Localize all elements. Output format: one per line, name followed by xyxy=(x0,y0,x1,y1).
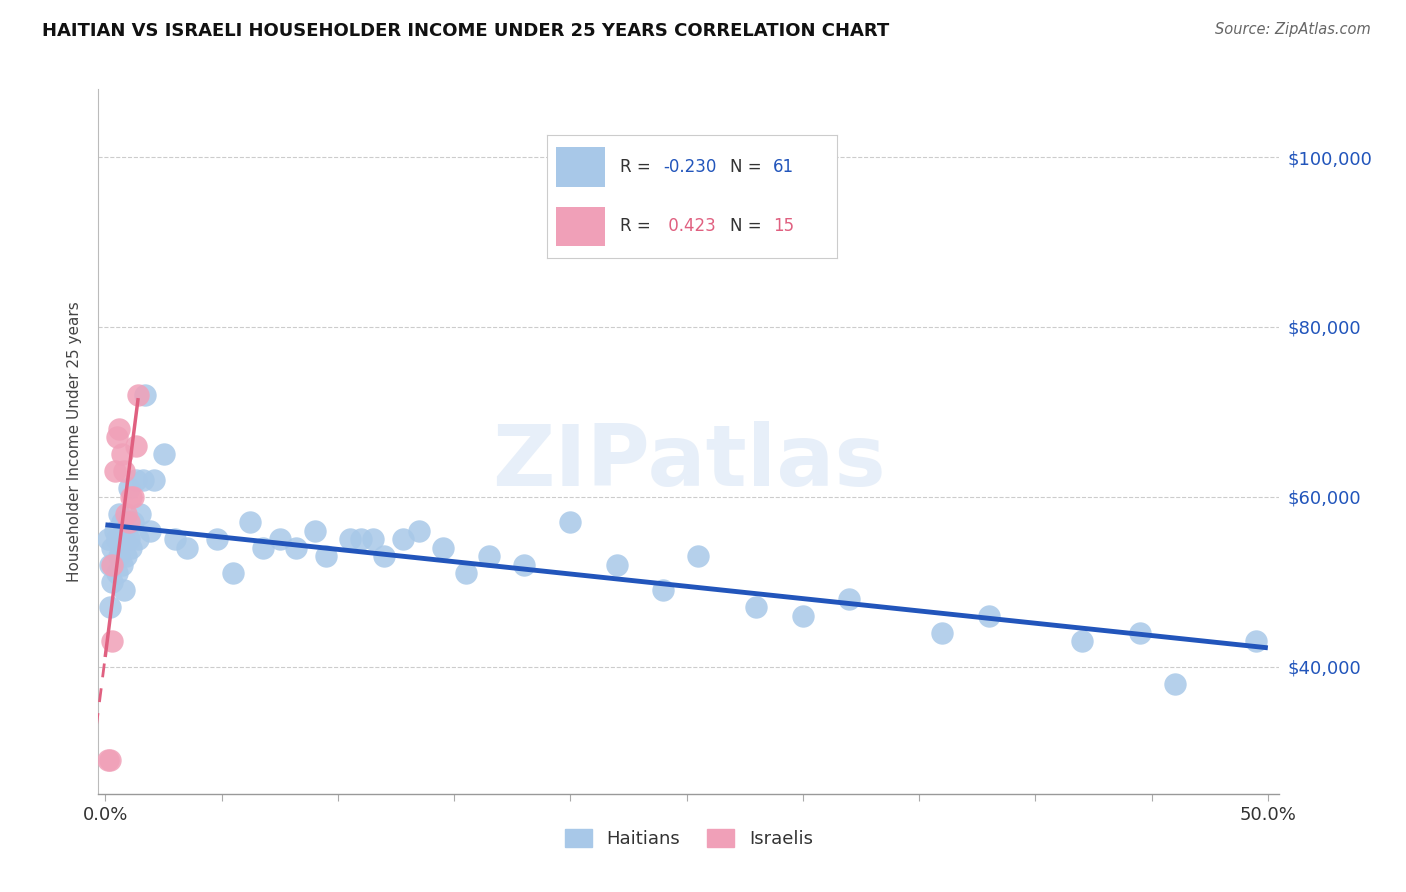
Point xyxy=(115,549,138,563)
Point xyxy=(108,549,131,563)
Point xyxy=(392,532,415,546)
Point xyxy=(361,532,384,546)
Point xyxy=(111,515,134,529)
Point xyxy=(97,753,120,767)
Point xyxy=(101,574,124,589)
Point xyxy=(513,558,536,572)
Point xyxy=(454,566,477,581)
Point xyxy=(1129,625,1152,640)
Point xyxy=(931,625,953,640)
Point xyxy=(408,524,430,538)
Point xyxy=(1164,676,1187,690)
Point xyxy=(1244,634,1267,648)
Point xyxy=(478,549,501,563)
Point xyxy=(1070,634,1092,648)
Point xyxy=(304,524,326,538)
Point xyxy=(120,490,142,504)
Point xyxy=(152,447,174,461)
Text: Source: ZipAtlas.com: Source: ZipAtlas.com xyxy=(1215,22,1371,37)
Point xyxy=(745,600,768,615)
Point xyxy=(104,524,127,538)
Point xyxy=(238,515,260,529)
Point xyxy=(104,464,127,478)
Point xyxy=(97,532,120,546)
Legend: Haitians, Israelis: Haitians, Israelis xyxy=(558,822,820,855)
Point xyxy=(112,464,135,478)
Point xyxy=(101,558,124,572)
Point xyxy=(108,422,131,436)
Point xyxy=(98,753,121,767)
Point xyxy=(111,558,134,572)
Point xyxy=(222,566,245,581)
Point xyxy=(115,507,138,521)
Point xyxy=(138,524,160,538)
Point xyxy=(560,515,582,529)
Text: ZIPatlas: ZIPatlas xyxy=(492,421,886,504)
Point xyxy=(105,566,128,581)
Point xyxy=(101,541,124,555)
Point xyxy=(205,532,228,546)
Point xyxy=(105,532,128,546)
Point xyxy=(105,430,128,444)
Point xyxy=(688,549,710,563)
Point xyxy=(124,439,146,453)
Point xyxy=(792,608,814,623)
Y-axis label: Householder Income Under 25 years: Householder Income Under 25 years xyxy=(67,301,83,582)
Point xyxy=(98,600,121,615)
Point xyxy=(127,388,149,402)
Point xyxy=(98,558,121,572)
Point xyxy=(285,541,308,555)
Point xyxy=(339,532,361,546)
Point xyxy=(606,558,628,572)
Point xyxy=(977,608,1000,623)
Point xyxy=(143,473,166,487)
Point xyxy=(269,532,291,546)
Point xyxy=(101,634,124,648)
Point xyxy=(131,473,153,487)
Point xyxy=(122,515,145,529)
Point xyxy=(111,447,134,461)
Point xyxy=(120,541,142,555)
Point xyxy=(122,490,145,504)
Point xyxy=(652,583,675,598)
Point xyxy=(127,532,149,546)
Point xyxy=(108,507,131,521)
Point xyxy=(134,388,156,402)
Point xyxy=(129,507,152,521)
Point xyxy=(176,541,198,555)
Point xyxy=(315,549,337,563)
Point xyxy=(117,532,139,546)
Point xyxy=(432,541,454,555)
Point xyxy=(112,583,135,598)
Point xyxy=(117,481,139,495)
Point xyxy=(115,515,138,529)
Point xyxy=(124,473,146,487)
Point xyxy=(117,515,139,529)
Point xyxy=(252,541,274,555)
Point xyxy=(112,532,135,546)
Point xyxy=(350,532,373,546)
Text: HAITIAN VS ISRAELI HOUSEHOLDER INCOME UNDER 25 YEARS CORRELATION CHART: HAITIAN VS ISRAELI HOUSEHOLDER INCOME UN… xyxy=(42,22,890,40)
Point xyxy=(838,591,860,606)
Point xyxy=(165,532,187,546)
Point xyxy=(373,549,395,563)
